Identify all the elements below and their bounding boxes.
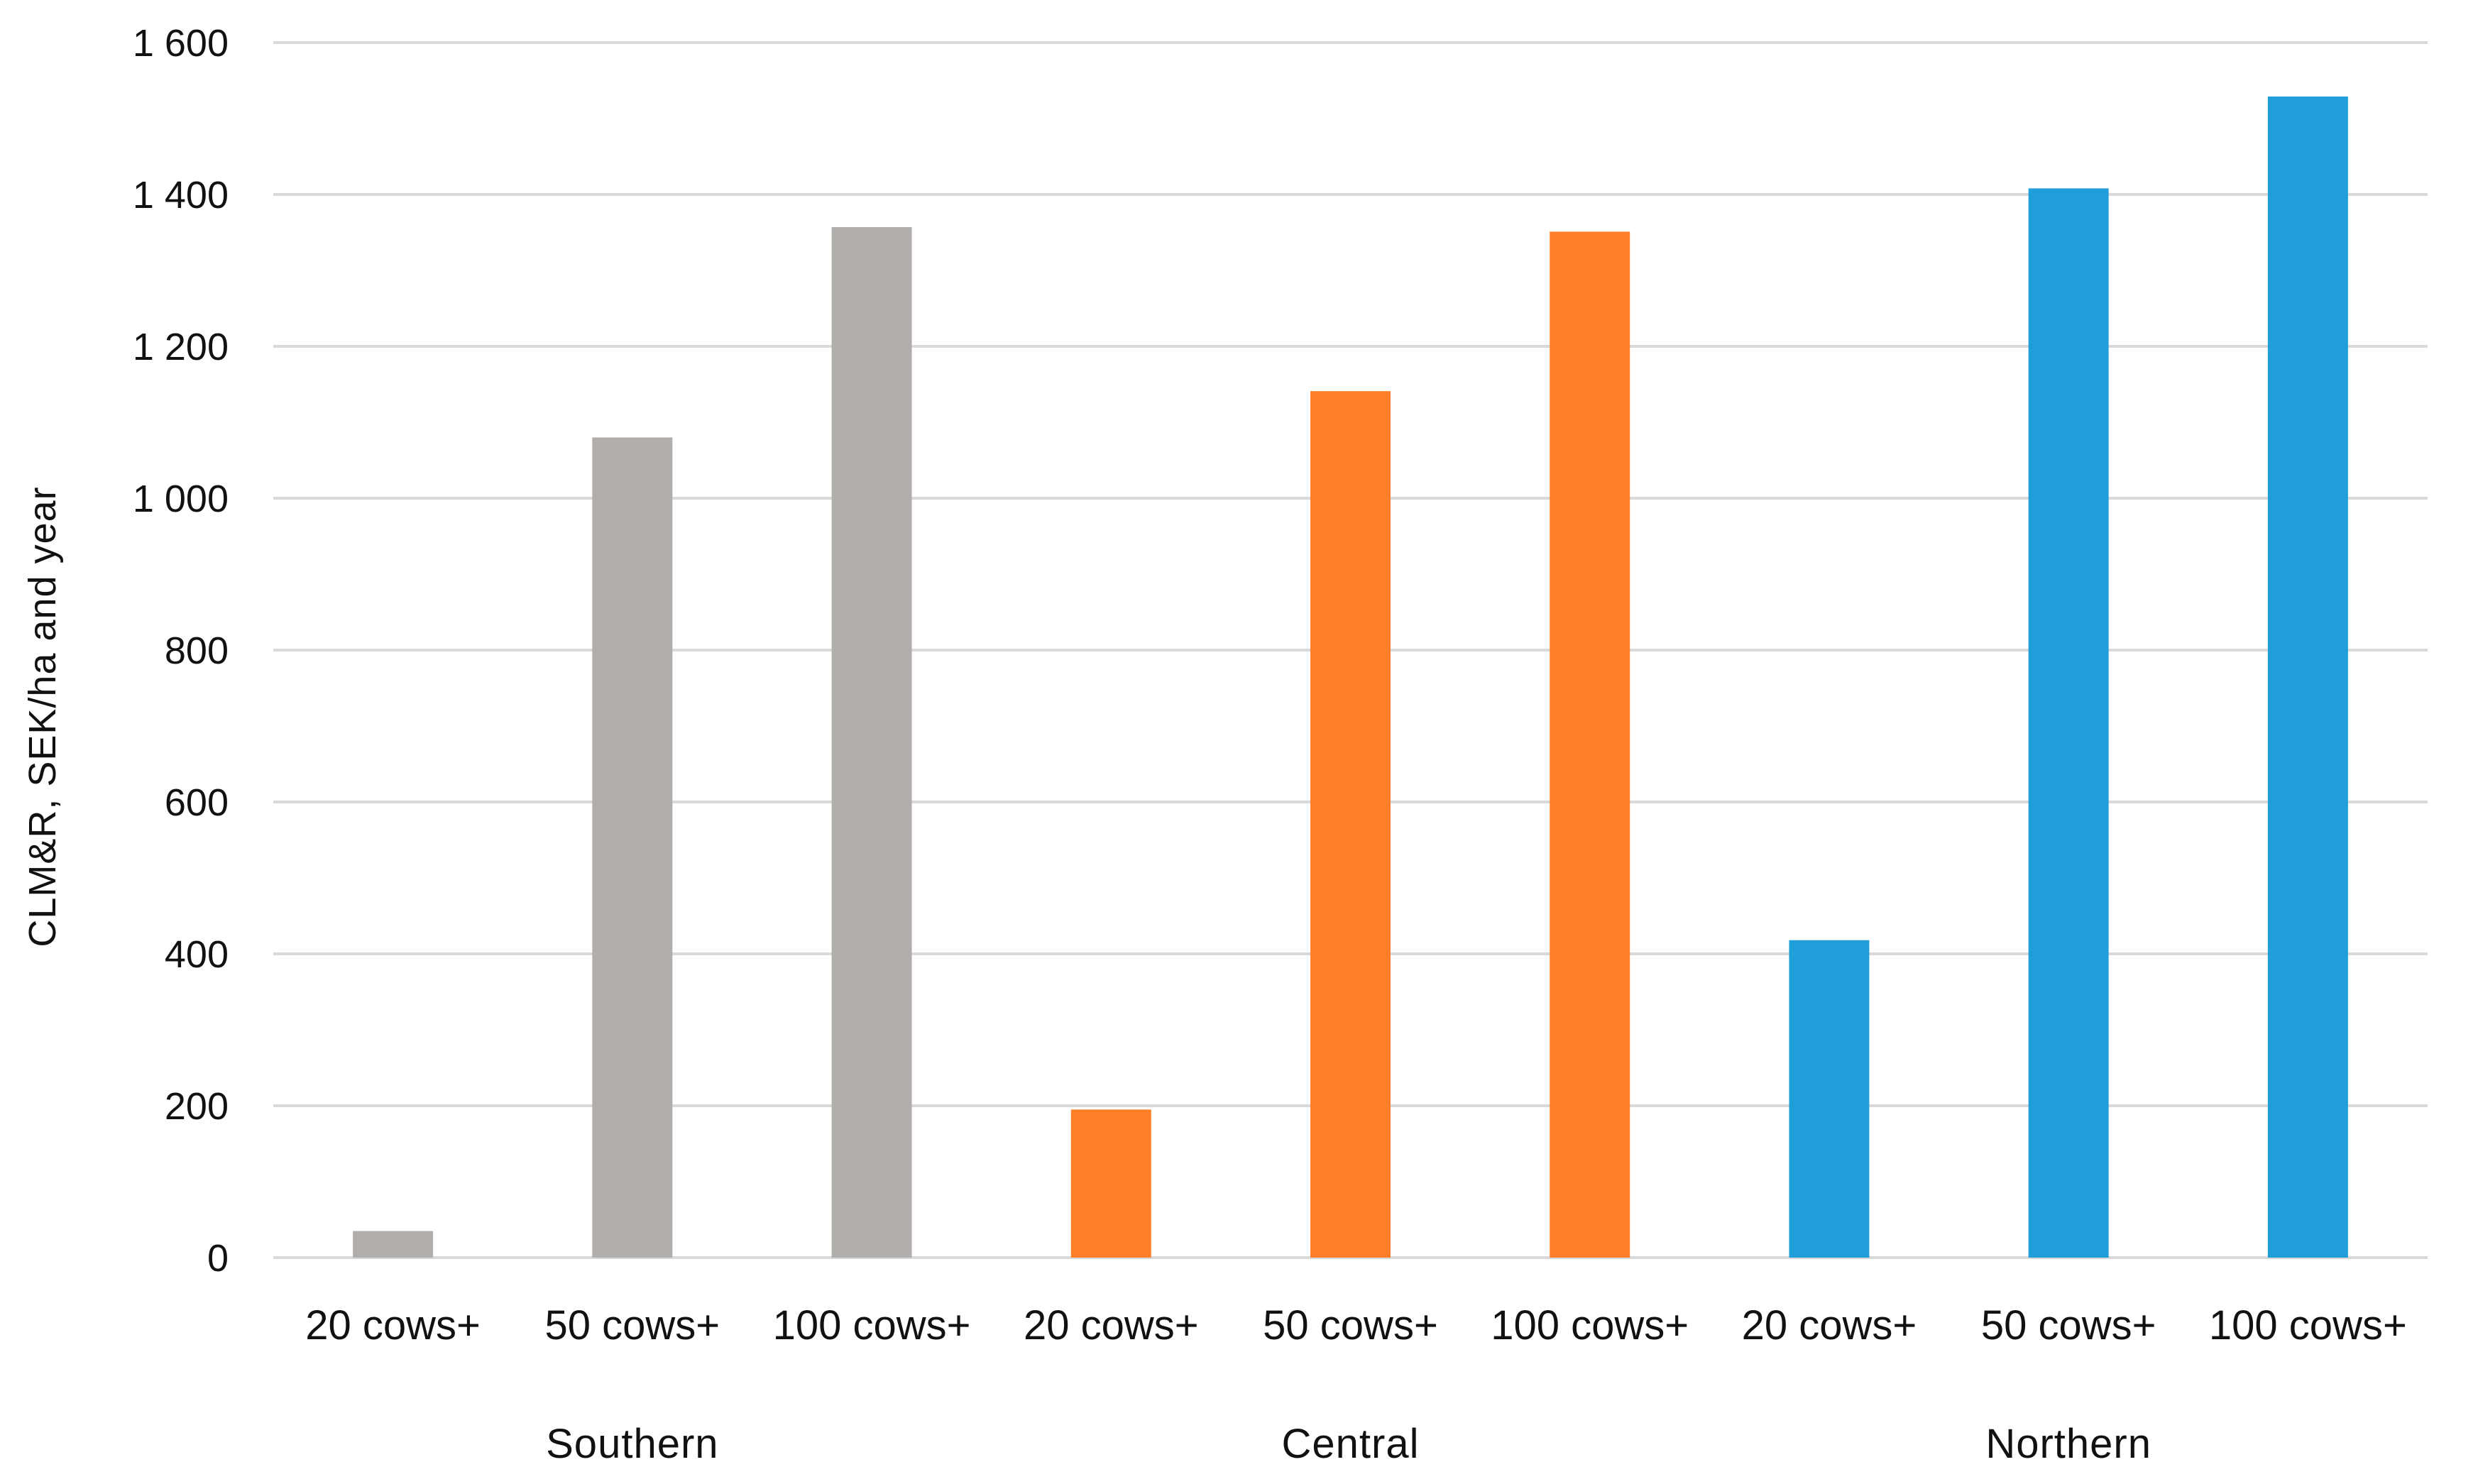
y-axis-title: CLM&R, SEK/ha and year xyxy=(21,486,64,947)
bar-southern-3 xyxy=(831,227,912,1258)
y-tick-label: 1 600 xyxy=(133,22,229,65)
y-tick-label: 0 xyxy=(207,1237,229,1280)
y-tick-label: 200 xyxy=(165,1085,229,1128)
x-category-label: 50 cows+ xyxy=(1981,1302,2156,1348)
x-category-label: 20 cows+ xyxy=(1024,1302,1199,1348)
y-tick-label: 600 xyxy=(165,781,229,824)
bar-northern-3 xyxy=(2267,96,2348,1258)
x-group-label-central: Central xyxy=(1282,1421,1420,1467)
x-category-label: 100 cows+ xyxy=(1491,1302,1689,1348)
bars xyxy=(353,96,2348,1258)
x-axis-categories: 20 cows+ 50 cows+ 100 cows+ 20 cows+ 50 cows… xyxy=(305,1302,2407,1348)
bar-central-1 xyxy=(1070,1109,1151,1258)
y-tick-label: 800 xyxy=(165,630,229,672)
x-category-label: 20 cows+ xyxy=(1742,1302,1917,1348)
x-group-label-northern: Northern xyxy=(1985,1421,2151,1467)
x-category-label: 20 cows+ xyxy=(305,1302,481,1348)
y-tick-label: 1 000 xyxy=(133,478,229,520)
x-category-label: 100 cows+ xyxy=(773,1302,971,1348)
y-tick-label: 400 xyxy=(165,933,229,976)
x-group-label-southern: Southern xyxy=(546,1421,718,1467)
bar-central-2 xyxy=(1310,391,1391,1258)
x-category-label: 50 cows+ xyxy=(1263,1302,1438,1348)
x-category-label: 100 cows+ xyxy=(2209,1302,2407,1348)
x-category-label: 50 cows+ xyxy=(545,1302,720,1348)
bar-northern-1 xyxy=(1789,940,1870,1258)
y-axis-ticks: 0 200 400 600 800 1 000 1 200 1 400 1 600 xyxy=(133,22,229,1280)
bar-southern-1 xyxy=(353,1231,434,1258)
bar-central-3 xyxy=(1550,231,1630,1258)
x-axis-groups: Southern Central Northern xyxy=(546,1421,2151,1467)
y-tick-label: 1 200 xyxy=(133,326,229,368)
bar-northern-2 xyxy=(2028,188,2109,1258)
y-tick-label: 1 400 xyxy=(133,174,229,216)
bar-southern-2 xyxy=(592,437,673,1258)
